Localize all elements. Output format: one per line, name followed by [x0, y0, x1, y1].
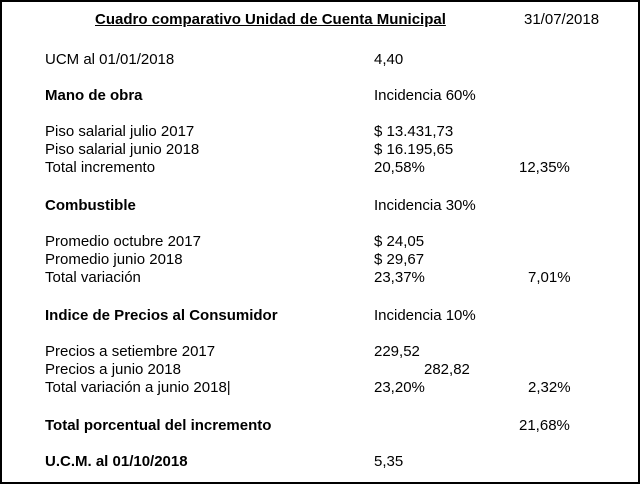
fuel-row-value: $ 29,67	[374, 251, 425, 268]
cpi-total-label: Total variación a junio 2018|	[45, 379, 231, 396]
cpi-weighted-value: 2,32%	[528, 379, 571, 396]
fuel-row-label: Promedio junio 2018	[45, 251, 183, 268]
labor-row-label: Piso salarial julio 2017	[45, 123, 195, 140]
ucm-initial-value: 4,40	[374, 51, 404, 68]
labor-row-value: $ 13.431,73	[374, 123, 454, 140]
labor-weighted-value: 12,35%	[519, 159, 570, 176]
labor-total-label: Total incremento	[45, 159, 156, 176]
labor-incidence: Incidencia 60%	[374, 87, 476, 104]
cpi-total-value: 23,20%	[374, 379, 425, 396]
fuel-incidence: Incidencia 30%	[374, 197, 476, 214]
fuel-row-label: Promedio octubre 2017	[45, 233, 201, 250]
labor-row-label: Piso salarial junio 2018	[45, 141, 200, 158]
labor-row-value: $ 16.195,65	[374, 141, 454, 158]
fuel-total-value: 23,37%	[374, 269, 425, 286]
fuel-row-value: $ 24,05	[374, 233, 425, 250]
section-title-cpi: Indice de Precios al Consumidor	[45, 307, 278, 324]
total-percentage-value: 21,68%	[519, 417, 570, 434]
cpi-row-label: Precios a setiembre 2017	[45, 343, 216, 360]
cpi-row-value: 282,82	[424, 361, 470, 378]
cpi-row-label: Precios a junio 2018	[45, 361, 181, 378]
fuel-weighted-value: 7,01%	[528, 269, 571, 286]
fuel-total-label: Total variación	[45, 269, 141, 286]
ucm-final-value: 5,35	[374, 453, 404, 470]
document-date: 31/07/2018	[524, 11, 600, 28]
cpi-row-value: 229,52	[374, 343, 420, 360]
section-title-labor: Mano de obra	[45, 87, 143, 104]
cpi-incidence: Incidencia 10%	[374, 307, 476, 324]
ucm-initial-label: UCM al 01/01/2018	[45, 51, 175, 68]
section-title-fuel: Combustible	[45, 197, 136, 214]
total-percentage-label: Total porcentual del incremento	[45, 417, 272, 434]
labor-total-value: 20,58%	[374, 159, 425, 176]
document-title: Cuadro comparativo Unidad de Cuenta Muni…	[95, 11, 446, 28]
ucm-final-label: U.C.M. al 01/10/2018	[45, 453, 188, 470]
